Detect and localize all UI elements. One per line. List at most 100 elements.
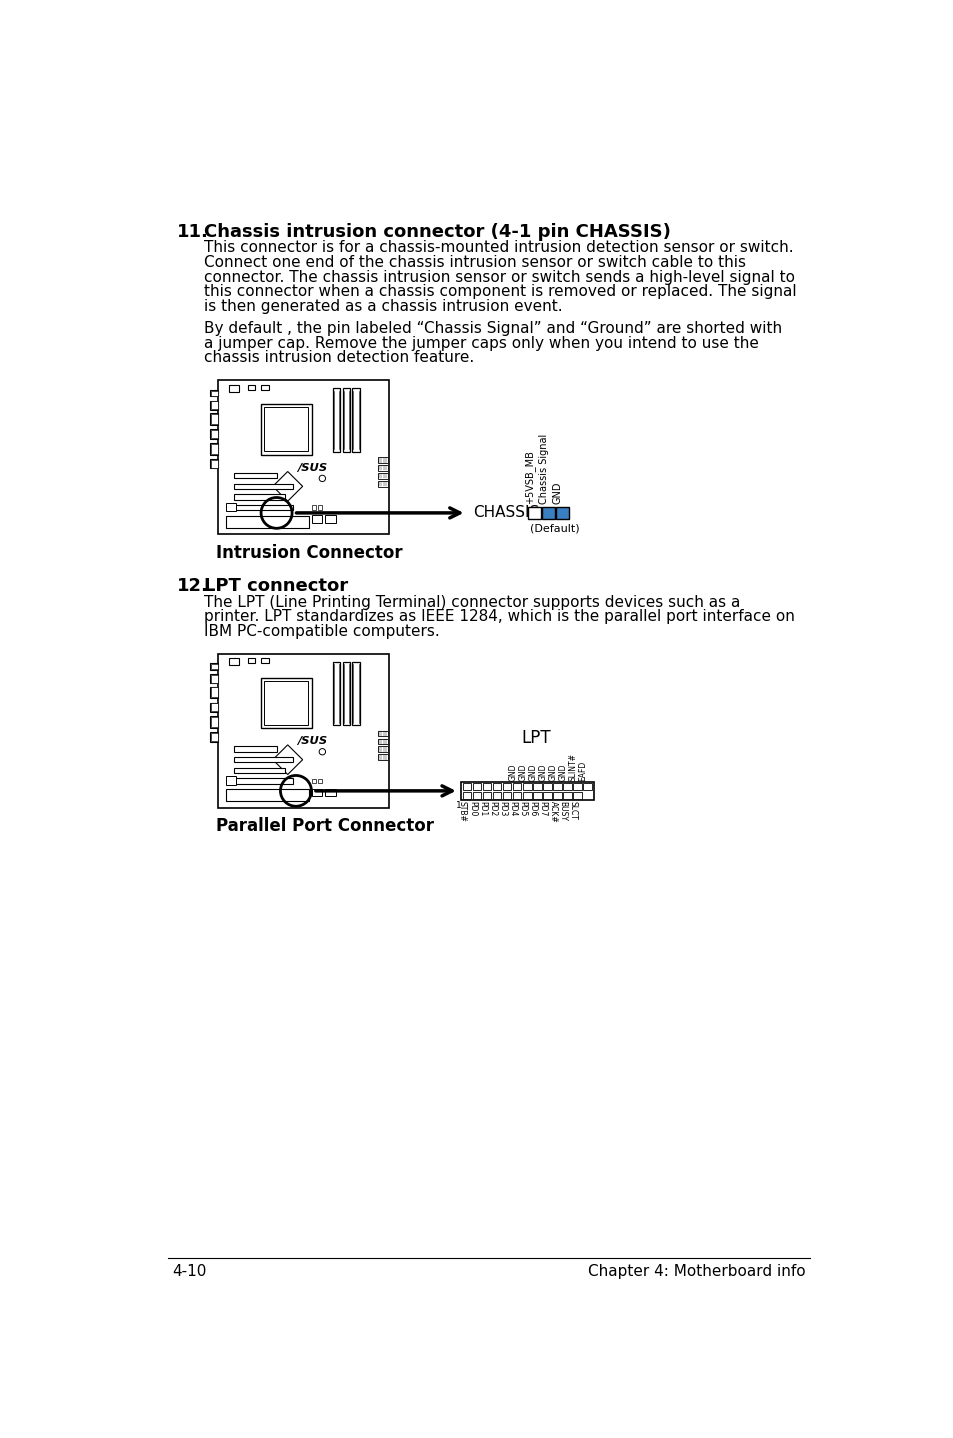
Bar <box>482 784 491 789</box>
Bar <box>210 663 218 670</box>
Bar <box>210 674 218 683</box>
Text: PD4: PD4 <box>508 801 517 817</box>
Bar <box>226 503 235 510</box>
Bar <box>482 792 491 798</box>
Bar <box>211 391 217 395</box>
Bar <box>493 792 500 798</box>
Bar <box>378 482 388 487</box>
Bar <box>342 388 350 452</box>
Bar <box>210 703 218 712</box>
Text: 12.: 12. <box>177 577 209 595</box>
Bar <box>211 733 217 741</box>
Text: chassis intrusion detection feature.: chassis intrusion detection feature. <box>204 351 475 365</box>
Text: GND: GND <box>558 764 567 781</box>
Text: +5VSB_MB: +5VSB_MB <box>523 450 534 503</box>
Text: Chassis Signal: Chassis Signal <box>538 433 548 503</box>
Bar <box>573 792 581 798</box>
Bar <box>378 457 388 463</box>
Text: SLCT: SLCT <box>568 801 578 820</box>
Bar <box>261 677 312 728</box>
Bar <box>573 784 581 789</box>
Bar <box>210 429 218 439</box>
Text: Parallel Port Connector: Parallel Port Connector <box>216 817 434 835</box>
Text: /SUS: /SUS <box>296 463 327 473</box>
Bar <box>211 401 217 410</box>
Bar <box>378 464 388 472</box>
Circle shape <box>319 749 325 755</box>
Bar <box>472 784 480 789</box>
Text: By default , the pin labeled “Chassis Signal” and “Ground” are shorted with: By default , the pin labeled “Chassis Si… <box>204 321 781 336</box>
Text: STB#: STB# <box>457 801 466 821</box>
Bar <box>264 680 308 725</box>
Bar <box>462 792 471 798</box>
Text: connector. The chassis intrusion sensor or switch sends a high-level signal to: connector. The chassis intrusion sensor … <box>204 269 795 285</box>
Bar <box>261 659 268 663</box>
Text: LPT: LPT <box>521 729 551 748</box>
Bar <box>210 443 218 454</box>
Bar <box>352 661 359 725</box>
Text: PD6: PD6 <box>528 801 537 817</box>
Bar <box>553 792 561 798</box>
Bar <box>248 385 255 390</box>
Text: The LPT (Line Printing Terminal) connector supports devices such as a: The LPT (Line Printing Terminal) connect… <box>204 594 740 610</box>
Bar <box>352 388 359 452</box>
Bar <box>234 473 276 479</box>
Text: GND: GND <box>548 764 557 781</box>
Bar <box>248 659 255 663</box>
Bar <box>312 789 322 797</box>
Bar <box>218 654 389 808</box>
Text: LPT connector: LPT connector <box>204 577 348 595</box>
Text: 11.: 11. <box>177 223 209 240</box>
Text: BUSY: BUSY <box>558 801 567 821</box>
Text: Chassis intrusion connector (4-1 pin CHASSIS): Chassis intrusion connector (4-1 pin CHA… <box>204 223 671 240</box>
Bar <box>210 732 218 742</box>
Bar <box>312 779 315 782</box>
Text: (Default): (Default) <box>530 523 579 533</box>
Bar <box>462 784 471 789</box>
Text: GND: GND <box>528 764 537 781</box>
Bar <box>342 661 350 725</box>
Bar <box>264 407 308 452</box>
Bar <box>553 784 561 789</box>
Bar <box>583 784 592 789</box>
Text: 1: 1 <box>456 801 461 810</box>
Text: PD5: PD5 <box>517 801 527 817</box>
Text: Intrusion Connector: Intrusion Connector <box>216 544 402 562</box>
Bar <box>210 716 218 728</box>
Bar <box>533 792 541 798</box>
Bar <box>234 483 293 489</box>
Text: is then generated as a chassis intrusion event.: is then generated as a chassis intrusion… <box>204 299 562 313</box>
Text: Chapter 4: Motherboard info: Chapter 4: Motherboard info <box>588 1264 805 1280</box>
Bar <box>234 756 293 762</box>
Bar <box>522 792 531 798</box>
Bar <box>210 401 218 410</box>
Bar <box>333 388 340 452</box>
Text: SLINT#: SLINT# <box>568 754 578 781</box>
Text: printer. LPT standardizes as IEEE 1284, which is the parallel port interface on: printer. LPT standardizes as IEEE 1284, … <box>204 610 795 624</box>
Text: this connector when a chassis component is removed or replaced. The signal: this connector when a chassis component … <box>204 285 797 299</box>
Text: GND: GND <box>537 764 547 781</box>
Bar <box>317 779 322 782</box>
Bar <box>378 746 388 752</box>
Circle shape <box>319 475 325 482</box>
Bar <box>211 674 217 683</box>
Bar <box>211 444 217 454</box>
Bar <box>502 792 511 798</box>
Bar <box>325 789 335 797</box>
Bar <box>210 459 218 469</box>
Text: PD3: PD3 <box>497 801 507 817</box>
Bar <box>542 506 555 519</box>
Bar <box>562 792 571 798</box>
Text: Connect one end of the chassis intrusion sensor or switch cable to this: Connect one end of the chassis intrusion… <box>204 255 745 270</box>
Text: CHASSIS: CHASSIS <box>472 505 538 521</box>
Bar <box>378 739 388 745</box>
Bar <box>493 784 500 789</box>
Polygon shape <box>273 745 302 775</box>
Bar <box>229 385 238 393</box>
Bar <box>325 515 335 523</box>
Bar <box>522 784 531 789</box>
Bar <box>513 784 521 789</box>
Bar <box>556 506 568 519</box>
Bar <box>234 505 293 510</box>
Text: /SUS: /SUS <box>296 736 327 746</box>
